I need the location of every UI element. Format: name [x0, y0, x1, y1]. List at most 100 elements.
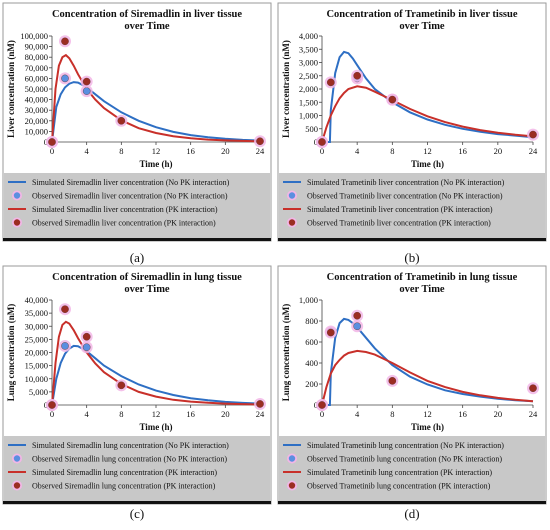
x-tick-label: 20 [221, 409, 230, 419]
legend-marker-swatch [13, 219, 21, 226]
x-tick-label: 16 [186, 146, 195, 156]
y-tick-label: 1,000 [299, 295, 318, 305]
panel-label: (d) [404, 506, 419, 521]
legend-bottom-bar [3, 501, 271, 504]
x-tick-label: 24 [256, 146, 265, 156]
y-tick-label: 30,000 [25, 105, 48, 115]
series-line [51, 81, 261, 143]
x-tick-label: 24 [529, 409, 538, 419]
legend-background [279, 436, 545, 503]
y-tick-label: 90,000 [25, 42, 48, 52]
x-tick-label: 8 [119, 409, 123, 419]
y-tick-label: 30,000 [25, 321, 48, 331]
data-point [529, 384, 537, 393]
y-tick-label: 0 [44, 137, 48, 147]
y-tick-label: 1,500 [299, 97, 318, 107]
data-point [82, 87, 91, 95]
series-line [322, 50, 534, 143]
y-tick-label: 4,000 [299, 31, 318, 41]
data-point [353, 311, 361, 320]
data-point [353, 322, 361, 331]
y-tick-label: 0 [44, 400, 48, 410]
x-tick-label: 16 [458, 146, 467, 156]
x-tick-label: 4 [85, 146, 90, 156]
y-tick-label: 40,000 [25, 295, 48, 305]
legend: Simulated Trametinib lung concentration … [278, 436, 546, 504]
x-tick-label: 0 [50, 409, 54, 419]
chart-title-line: Concentration of Siremadlin in lung tiss… [52, 272, 242, 283]
x-axis-label: Time (h) [139, 422, 172, 432]
legend-entry: Simulated Siremadlin lung concentration … [32, 468, 217, 477]
y-tick-label: 2,000 [299, 84, 318, 94]
panel-label: (b) [404, 250, 419, 265]
legend-entry: Observed Trametinib liver concentration … [307, 219, 491, 228]
y-tick-label: 500 [305, 124, 318, 134]
chart-title-line: over Time [124, 21, 170, 32]
y-axis-label: Liver concentration (nM) [6, 40, 16, 138]
chart-panel-3: Concentration of Siremadlin in lung tiss… [2, 265, 272, 521]
x-tick-label: 20 [494, 146, 503, 156]
y-tick-label: 60,000 [25, 73, 48, 83]
legend-bottom-bar [278, 501, 546, 504]
legend: Simulated Trametinib liver concentration… [278, 173, 546, 241]
x-tick-label: 16 [458, 409, 467, 419]
y-tick-label: 50,000 [25, 84, 48, 94]
data-point [388, 377, 397, 385]
data-point [318, 401, 326, 409]
legend-background [4, 173, 270, 240]
legend-entry: Observed Siremadlin lung concentration (… [32, 482, 216, 491]
legend-bottom-bar [3, 238, 271, 241]
legend-entry: Simulated Trametinib lung concentration … [307, 441, 504, 450]
chart-title-line: over Time [399, 284, 445, 295]
x-tick-label: 12 [423, 409, 432, 419]
data-point [326, 328, 335, 337]
y-tick-label: 3,000 [299, 58, 318, 68]
data-point [318, 138, 326, 146]
y-tick-label: 1,000 [299, 111, 318, 121]
y-tick-label: 15,000 [25, 361, 48, 371]
y-tick-label: 5,000 [29, 387, 48, 397]
x-tick-label: 12 [152, 409, 161, 419]
x-tick-label: 12 [152, 146, 161, 156]
legend-entry: Observed Trametinib lung concentration (… [307, 455, 502, 464]
legend-entry: Simulated Trametinib lung concentration … [307, 468, 492, 477]
x-axis-label: Time (h) [139, 159, 172, 169]
x-tick-label: 24 [529, 146, 538, 156]
chart-title-line: Concentration of Trametinib in lung tiss… [327, 272, 518, 283]
y-tick-label: 800 [305, 316, 318, 326]
x-tick-label: 4 [85, 409, 90, 419]
data-point [82, 332, 91, 341]
y-axis-label: Lung concentration (nM) [6, 304, 16, 402]
series-line [321, 349, 534, 406]
data-point [256, 400, 264, 408]
data-point [61, 305, 69, 313]
legend-bottom-bar [278, 238, 546, 241]
x-axis-label: Time (h) [411, 422, 444, 432]
x-tick-label: 0 [50, 146, 54, 156]
data-point [388, 95, 397, 104]
legend-marker-swatch [288, 455, 296, 462]
chart-title-line: Concentration of Siremadlin in liver tis… [52, 9, 242, 20]
legend-marker-swatch [288, 192, 296, 199]
data-point [61, 342, 69, 350]
y-tick-label: 10,000 [25, 126, 48, 136]
chart-panel-4: Concentration of Trametinib in lung tiss… [277, 265, 547, 521]
legend-entry: Simulated Trametinib liver concentration… [307, 205, 493, 214]
legend-entry: Observed Siremadlin liver concentration … [32, 219, 216, 228]
chart-panel-1: Concentration of Siremadlin in liver tis… [2, 2, 272, 265]
panel-label: (a) [130, 250, 144, 265]
x-tick-label: 8 [119, 146, 123, 156]
data-point [82, 77, 91, 86]
data-point [48, 401, 56, 409]
y-tick-label: 10,000 [25, 374, 48, 384]
data-point [48, 138, 56, 146]
y-tick-label: 100,000 [20, 31, 48, 41]
legend-entry: Simulated Siremadlin lung concentration … [32, 441, 229, 450]
x-tick-label: 8 [390, 409, 394, 419]
y-tick-label: 70,000 [25, 63, 48, 73]
x-tick-label: 20 [494, 409, 503, 419]
x-tick-label: 12 [423, 146, 432, 156]
panel-label: (c) [130, 506, 144, 521]
chart-title-line: over Time [399, 21, 445, 32]
y-tick-label: 0 [314, 400, 318, 410]
